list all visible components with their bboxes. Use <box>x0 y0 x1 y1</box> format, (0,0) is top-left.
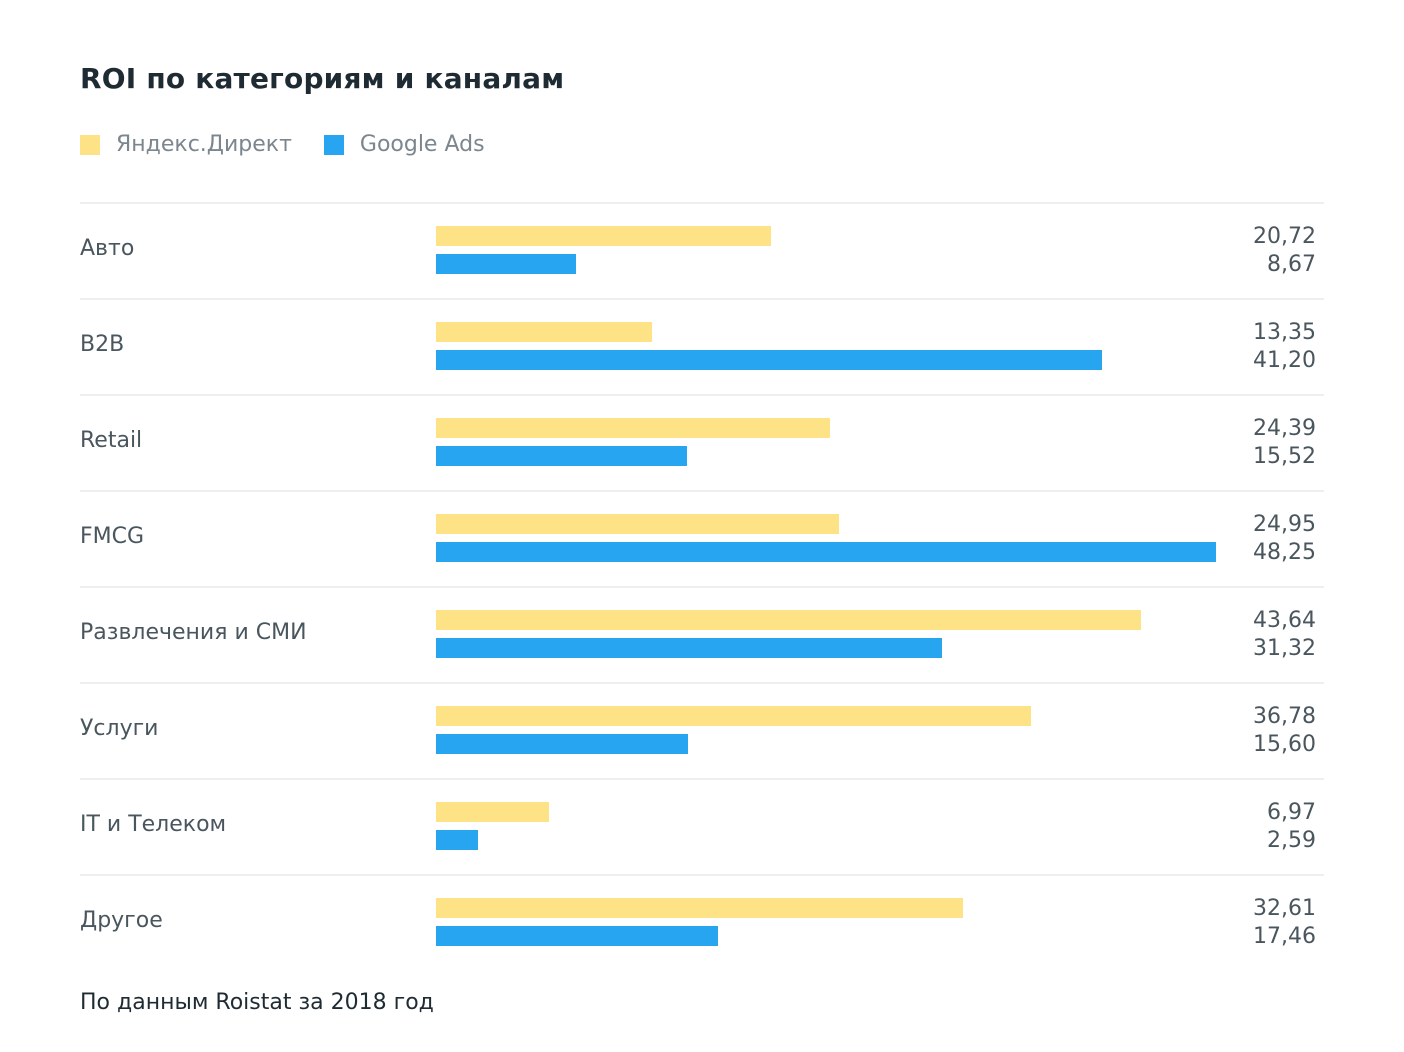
category-label: IT и Телеком <box>80 812 227 837</box>
bar-google <box>436 446 687 466</box>
bar-yandex <box>436 610 1141 630</box>
value-label-google: 41,20 <box>1253 348 1316 373</box>
bar-yandex <box>436 418 830 438</box>
bar-google <box>436 734 688 754</box>
value-label-yandex: 20,72 <box>1253 224 1316 249</box>
bar-google <box>436 926 718 946</box>
legend-item-yandex: Яндекс.Директ <box>80 132 292 157</box>
chart-row: Другое 32,61 17,46 <box>80 874 1324 970</box>
chart-row: Retail 24,39 15,52 <box>80 394 1324 490</box>
value-label-google: 17,46 <box>1253 924 1316 949</box>
value-label-yandex: 24,39 <box>1253 416 1316 441</box>
legend-label-yandex: Яндекс.Директ <box>116 132 292 157</box>
bar-google <box>436 638 942 658</box>
chart-row: Развлечения и СМИ 43,64 31,32 <box>80 586 1324 682</box>
bar-google <box>436 542 1216 562</box>
chart-row: Услуги 36,78 15,60 <box>80 682 1324 778</box>
bar-yandex <box>436 226 771 246</box>
legend-swatch-google <box>323 134 344 155</box>
value-label-yandex: 13,35 <box>1253 320 1316 345</box>
value-label-google: 8,67 <box>1267 252 1316 277</box>
bar-google <box>436 830 478 850</box>
source-note: По данным Roistat за 2018 год <box>80 990 434 1015</box>
value-label-yandex: 43,64 <box>1253 608 1316 633</box>
value-label-yandex: 24,95 <box>1253 512 1316 537</box>
legend-item-google: Google Ads <box>323 132 485 157</box>
chart-row: B2B 13,35 41,20 <box>80 298 1324 394</box>
value-label-google: 48,25 <box>1253 540 1316 565</box>
bar-yandex <box>436 706 1031 726</box>
category-label: Развлечения и СМИ <box>80 620 307 645</box>
category-label: B2B <box>80 332 125 357</box>
bar-google <box>436 350 1102 370</box>
bar-yandex <box>436 514 839 534</box>
chart-row: Авто 20,72 8,67 <box>80 202 1324 298</box>
chart-title: ROI по категориям и каналам <box>80 62 565 95</box>
bar-chart: Авто 20,72 8,67 B2B 13,35 41,20 Retail 24,39 15,… <box>80 202 1324 970</box>
value-label-google: 2,59 <box>1267 828 1316 853</box>
category-label: FMCG <box>80 524 145 549</box>
value-label-yandex: 6,97 <box>1267 800 1316 825</box>
legend-label-google: Google Ads <box>359 132 485 157</box>
bar-yandex <box>436 802 549 822</box>
value-label-google: 15,52 <box>1253 444 1316 469</box>
value-label-yandex: 32,61 <box>1253 896 1316 921</box>
category-label: Другое <box>80 908 163 933</box>
category-label: Услуги <box>80 716 159 741</box>
chart-row: IT и Телеком 6,97 2,59 <box>80 778 1324 874</box>
legend-swatch-yandex <box>80 134 100 155</box>
value-label-yandex: 36,78 <box>1253 704 1316 729</box>
bar-google <box>436 254 576 274</box>
category-label: Авто <box>80 236 135 261</box>
bar-yandex <box>436 898 963 918</box>
chart-row: FMCG 24,95 48,25 <box>80 490 1324 586</box>
bar-yandex <box>436 322 652 342</box>
value-label-google: 31,32 <box>1253 636 1316 661</box>
legend: Яндекс.Директ Google Ads <box>80 132 517 157</box>
category-label: Retail <box>80 428 143 453</box>
value-label-google: 15,60 <box>1253 732 1316 757</box>
